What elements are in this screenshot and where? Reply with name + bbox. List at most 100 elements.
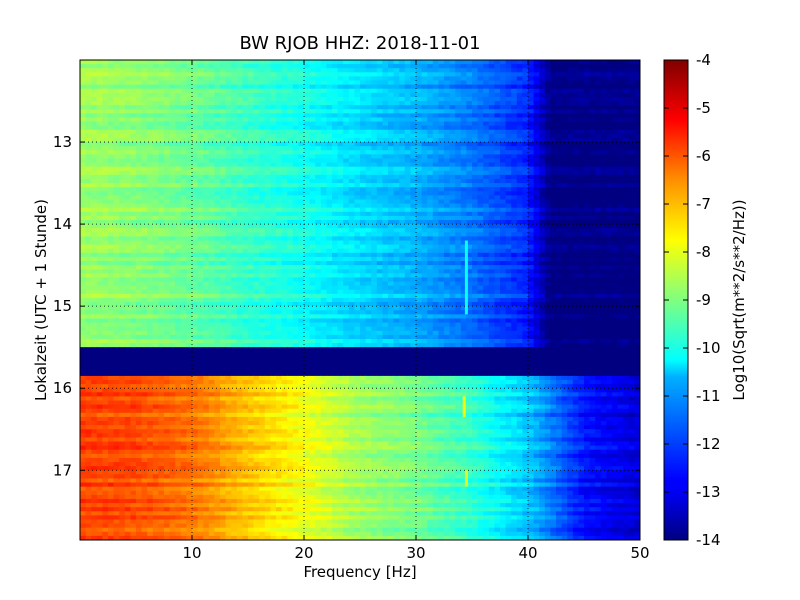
- heatmap-cell: [371, 154, 378, 160]
- heatmap-cell: [376, 113, 383, 119]
- heatmap-cell: [438, 142, 445, 147]
- heatmap-cell: [516, 146, 523, 151]
- heatmap-cell: [158, 113, 165, 119]
- heatmap-cell: [360, 76, 367, 82]
- heatmap-cell: [623, 68, 630, 73]
- heatmap-cell: [264, 224, 271, 229]
- heatmap-cell: [236, 109, 243, 114]
- heatmap-cell: [108, 150, 115, 155]
- heatmap-cell: [276, 215, 283, 221]
- heatmap-cell: [220, 261, 227, 266]
- heatmap-cell: [242, 215, 249, 221]
- heatmap-cell: [259, 248, 266, 254]
- heatmap-cell: [477, 129, 484, 135]
- heatmap-cell: [600, 199, 607, 205]
- heatmap-cell: [298, 183, 305, 188]
- heatmap-cell: [561, 220, 568, 225]
- heatmap-cell: [572, 113, 579, 119]
- heatmap-cell: [309, 121, 316, 127]
- heatmap-cell: [483, 150, 490, 155]
- heatmap-cell: [220, 88, 227, 94]
- heatmap-cell: [393, 244, 400, 250]
- heatmap-cell: [483, 195, 490, 201]
- heatmap-cell: [197, 248, 204, 254]
- heatmap-cell: [511, 191, 518, 196]
- heatmap-cell: [80, 195, 87, 201]
- heatmap-cell: [477, 224, 484, 229]
- heatmap-cell: [472, 248, 479, 254]
- heatmap-cell: [96, 88, 103, 94]
- heatmap-cell: [522, 220, 529, 225]
- heatmap-cell: [460, 220, 467, 225]
- heatmap-cell: [248, 84, 255, 90]
- heatmap-cell: [287, 244, 294, 250]
- heatmap-cell: [365, 109, 372, 114]
- heatmap-cell: [214, 129, 221, 135]
- heatmap-cell: [438, 248, 445, 254]
- heatmap-cell: [332, 64, 339, 69]
- heatmap-cell: [404, 125, 411, 131]
- heatmap-cell: [416, 101, 423, 106]
- heatmap-cell: [388, 68, 395, 73]
- heatmap-cell: [455, 68, 462, 73]
- heatmap-cell: [382, 96, 389, 102]
- heatmap-cell: [147, 162, 154, 168]
- heatmap-cell: [505, 199, 512, 205]
- heatmap-cell: [169, 236, 176, 242]
- heatmap-cell: [528, 256, 535, 262]
- heatmap-cell: [466, 224, 473, 229]
- heatmap-cell: [365, 92, 372, 98]
- heatmap-cell: [147, 191, 154, 196]
- heatmap-cell: [348, 150, 355, 155]
- heatmap-cell: [113, 203, 120, 209]
- heatmap-cell: [595, 68, 602, 73]
- heatmap-cell: [326, 64, 333, 69]
- heatmap-cell: [365, 64, 372, 69]
- heatmap-cell: [80, 215, 87, 221]
- heatmap-cell: [214, 68, 221, 73]
- heatmap-cell: [522, 252, 529, 258]
- heatmap-cell: [253, 256, 260, 262]
- heatmap-cell: [164, 240, 171, 246]
- heatmap-cell: [393, 187, 400, 192]
- heatmap-cell: [360, 215, 367, 221]
- heatmap-cell: [494, 72, 501, 78]
- heatmap-cell: [130, 105, 137, 110]
- heatmap-cell: [376, 121, 383, 127]
- heatmap-cell: [343, 228, 350, 233]
- heatmap-cell: [259, 137, 266, 143]
- heatmap-cell: [617, 191, 624, 196]
- heatmap-cell: [304, 84, 311, 90]
- heatmap-cell: [528, 72, 535, 78]
- heatmap-cell: [96, 228, 103, 233]
- heatmap-cell: [556, 178, 563, 184]
- heatmap-cell: [410, 92, 417, 98]
- heatmap-cell: [595, 96, 602, 102]
- heatmap-cell: [326, 183, 333, 188]
- heatmap-cell: [91, 84, 98, 90]
- heatmap-cell: [460, 84, 467, 90]
- heatmap-cell: [416, 191, 423, 196]
- heatmap-cell: [113, 178, 120, 184]
- heatmap-cell: [119, 64, 126, 69]
- heatmap-cell: [281, 187, 288, 192]
- heatmap-cell: [298, 224, 305, 229]
- heatmap-cell: [382, 236, 389, 242]
- heatmap-cell: [309, 117, 316, 123]
- heatmap-cell: [242, 158, 249, 164]
- heatmap-cell: [516, 174, 523, 180]
- heatmap-cell: [584, 84, 591, 90]
- heatmap-cell: [337, 96, 344, 102]
- heatmap-cell: [427, 240, 434, 246]
- heatmap-cell: [220, 191, 227, 196]
- heatmap-cell: [488, 178, 495, 184]
- heatmap-cell: [416, 158, 423, 164]
- heatmap-cell: [186, 96, 193, 102]
- heatmap-cell: [248, 224, 255, 229]
- heatmap-cell: [488, 109, 495, 114]
- heatmap-cell: [270, 244, 277, 250]
- heatmap-cell: [483, 187, 490, 192]
- heatmap-cell: [315, 113, 322, 119]
- heatmap-cell: [197, 224, 204, 229]
- heatmap-cell: [141, 224, 148, 229]
